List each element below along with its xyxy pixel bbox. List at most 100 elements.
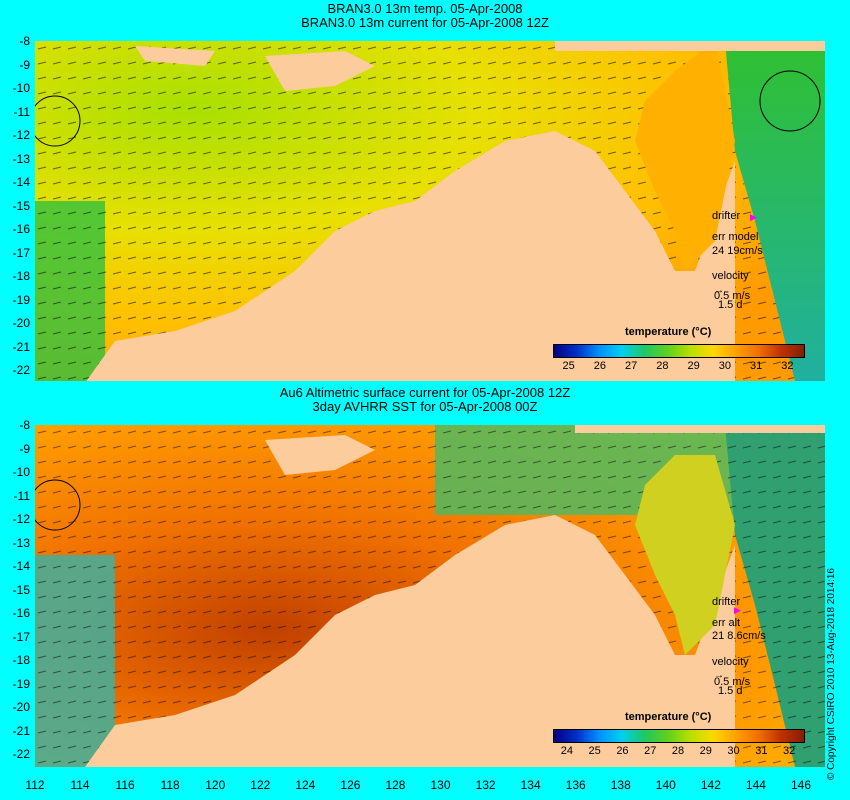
colorbar-tick-label: 32 [782,745,796,757]
lat-tick-label: -17 [12,629,30,644]
lon-tick-label: 122 [250,778,271,792]
lat-tick-label: -14 [12,559,30,573]
lon-tick-label: 144 [745,778,766,792]
colorbar-tick-label: 28 [656,360,669,372]
top-err-label: err model [712,231,759,243]
colorbar-tick-label: 32 [781,360,794,372]
lon-tick-label: 116 [115,778,135,792]
bottom-drifter-icon: ▶ [734,605,741,615]
bottom-gulf-carpentaria [635,455,735,655]
colorbar-tick-label: 29 [687,360,700,372]
top-err-value: 24 19cm/s [712,245,763,257]
bottom-err-label: err alt [712,617,741,629]
lon-tick-label: 140 [655,778,676,792]
lat-tick-label: -22 [12,363,30,377]
colorbar-tick-label: 27 [644,745,657,757]
top-colorbar [553,344,805,358]
lat-tick-label: -20 [12,316,30,330]
lat-tick-label: -10 [12,465,30,479]
lat-tick-label: -9 [19,57,30,72]
lat-tick-label: -15 [12,582,30,597]
lat-tick-label: -18 [12,269,30,283]
bottom-land-island [265,435,375,475]
lat-tick-label: -22 [12,747,30,761]
top-eddy-east [759,70,821,132]
lat-tick-label: -14 [12,175,30,189]
bottom-velocity-label: velocity [712,656,749,668]
colorbar-tick-label: 31 [755,745,768,757]
lat-tick-label: -8 [19,418,30,432]
bottom-land-north [575,425,825,433]
bottom-title-line2: 3day AVHRR SST for 05-Apr-2008 00Z [312,399,538,414]
top-land-island-2 [135,46,215,66]
lon-tick-label: 120 [205,778,226,792]
lon-tick-label: 128 [385,778,406,792]
lon-tick-label: 136 [565,778,586,792]
lat-tick-label: -9 [19,441,30,456]
top-velocity-time: 1.5 d [718,299,743,311]
lat-tick-label: -16 [12,606,30,620]
bottom-eddy [35,479,81,531]
bottom-drifter-label: drifter [712,596,741,608]
bottom-map-svg [35,425,825,767]
lon-tick-label: 114 [70,778,90,792]
colorbar-tick-label: 25 [588,745,601,757]
lat-tick-label: -10 [12,81,30,95]
lat-tick-label: -15 [12,198,30,213]
lat-tick-label: -20 [12,700,30,714]
top-map-svg [35,41,825,381]
lat-tick-label: -13 [12,535,30,550]
top-gulf-water [725,41,825,381]
bottom-colorbar-title: temperature (°C) [625,711,712,723]
lat-tick-label: -12 [12,128,30,142]
bottom-map-panel [35,425,825,767]
top-map-panel [35,41,825,381]
lon-tick-label: 132 [475,778,496,792]
colorbar-tick-label: 24 [560,745,573,757]
lat-tick-label: -21 [12,723,30,738]
top-drifter-label: drifter [712,210,741,222]
copyright-text: © Copyright CSIRO 2010 13-Aug-2018 2014:… [826,568,837,780]
colorbar-tick-label: 25 [562,360,575,372]
lon-tick-label: 134 [520,778,541,792]
lat-tick-label: -12 [12,512,30,526]
top-gulf-carpentaria [635,41,735,271]
top-drifter-icon: ▶ [750,212,757,222]
lon-tick-label: 126 [340,778,361,792]
top-velocity-label: velocity [712,270,749,282]
lat-tick-label: -19 [12,676,30,691]
top-eddy [35,95,81,147]
lon-tick-label: 124 [295,778,316,792]
bottom-title-line1: Au6 Altimetric surface current for 05-Ap… [279,385,571,400]
top-land-australia [65,131,735,381]
top-colorbar-title: temperature (°C) [625,326,712,338]
lon-tick-label: 112 [25,778,45,792]
bottom-velocity-arrow-icon: → [714,670,724,681]
lat-tick-label: -13 [12,151,30,166]
lat-tick-label: -19 [12,292,30,307]
top-land-island [265,51,375,91]
bottom-velocity-scale: 0.5 m/s [714,676,751,688]
lat-tick-label: -11 [13,488,30,503]
lat-tick-label: -17 [12,245,30,260]
colorbar-tick-label: 29 [699,745,712,757]
top-land-north [555,41,825,51]
top-title-line1: BRAN3.0 13m temp. 05-Apr-2008 [327,1,523,16]
lon-tick-label: 138 [610,778,631,792]
colorbar-tick-label: 27 [625,360,638,372]
lat-tick-label: -8 [19,34,30,48]
bottom-err-value: 21 8.6cm/s [712,630,766,642]
colorbar-tick-label: 26 [593,360,606,372]
colorbar-tick-label: 30 [718,360,731,372]
bottom-velocity-time: 1.5 d [718,685,743,697]
lat-tick-label: -21 [12,339,30,354]
bottom-colorbar [553,729,805,743]
colorbar-tick-label: 26 [616,745,629,757]
lon-tick-label: 142 [700,778,721,792]
lat-tick-label: -16 [12,222,30,236]
colorbar-tick-label: 30 [727,745,740,757]
lat-tick-label: -18 [12,653,30,667]
top-title-line2: BRAN3.0 13m current for 05-Apr-2008 12Z [301,15,549,30]
lat-tick-label: -11 [13,104,30,119]
bottom-land-australia [65,515,735,767]
